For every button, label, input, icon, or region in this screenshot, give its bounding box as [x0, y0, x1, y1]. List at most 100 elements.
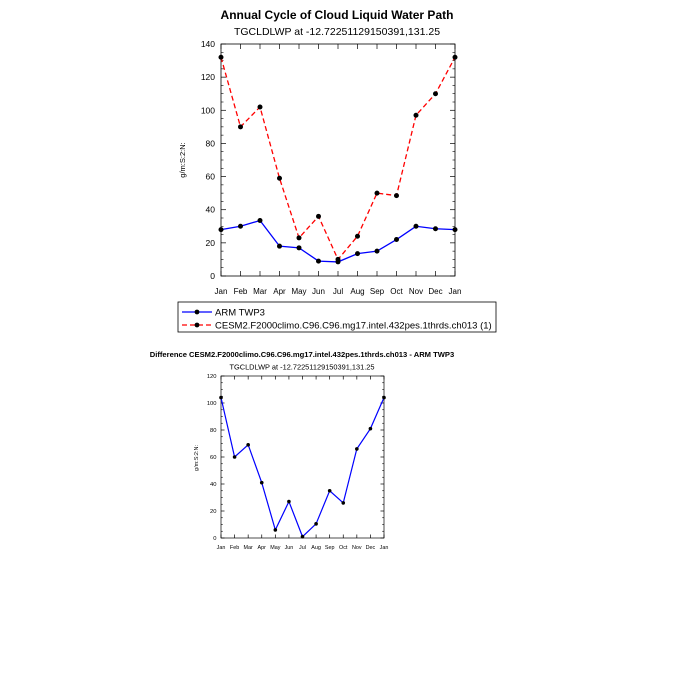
x-tick-label: Sep — [370, 287, 385, 296]
x-tick-label: Jan — [215, 287, 228, 296]
top-chart-series — [218, 54, 458, 265]
y-tick-label: 40 — [206, 205, 216, 215]
x-tick-label: Mar — [253, 287, 267, 296]
y-tick-label: 20 — [210, 509, 216, 515]
x-tick-label: Jan — [449, 287, 462, 296]
series-0-point — [296, 245, 302, 251]
series-1-point — [452, 54, 458, 60]
top-chart-subtitle: TGCLDLWP at -12.72251129150391,131.25 — [234, 26, 440, 38]
series-1-point — [433, 91, 438, 97]
series-1-point — [355, 233, 360, 239]
top-chart-title: Annual Cycle of Cloud Liquid Water Path — [221, 8, 454, 22]
x-tick-label: Jun — [312, 287, 325, 296]
bottom-chart-y-axis-label: g/m:S:2:N: — [194, 445, 200, 471]
series-line-0 — [220, 219, 456, 263]
series-1-point — [374, 190, 380, 196]
series-line-0 — [220, 397, 385, 538]
series-0-point — [382, 395, 386, 400]
legend: ARM TWP3 CESM2.F2000climo.C96.C96.mg17.i… — [177, 301, 497, 333]
series-0-point — [257, 217, 263, 223]
series-0-point — [413, 223, 419, 229]
top-chart-y-ticks: 0 20 40 60 80 100 120 140 — [201, 39, 455, 281]
x-tick-label: Jun — [285, 545, 294, 551]
x-tick-label: Dec — [366, 545, 376, 551]
series-0-point — [219, 395, 223, 400]
x-tick-label: May — [270, 545, 280, 551]
y-tick-label: 60 — [206, 172, 216, 182]
x-tick-label: Oct — [390, 287, 403, 296]
bottom-chart-y-ticks: 0 20 40 60 80 100 120 — [207, 374, 384, 542]
legend-model-marker — [194, 322, 200, 328]
y-tick-label: 0 — [213, 536, 216, 542]
series-0-point — [355, 251, 360, 257]
x-tick-label: Apr — [273, 287, 286, 296]
series-1-point — [335, 256, 341, 262]
y-tick-label: 140 — [201, 39, 215, 49]
y-tick-label: 100 — [201, 105, 215, 115]
x-tick-label: Jan — [217, 545, 226, 551]
y-tick-label: 20 — [206, 238, 216, 248]
bottom-chart-title: Difference CESM2.F2000climo.C96.C96.mg17… — [150, 350, 454, 359]
series-1-point — [257, 104, 263, 110]
series-0-point — [433, 226, 438, 232]
x-tick-label: Aug — [311, 545, 321, 551]
x-tick-label: Aug — [350, 287, 364, 296]
series-0-point — [273, 528, 278, 532]
bottom-chart-frame — [220, 375, 385, 539]
x-tick-label: Mar — [244, 545, 253, 551]
x-tick-label: Nov — [409, 287, 423, 296]
x-tick-label: Jul — [333, 287, 343, 296]
y-tick-label: 100 — [207, 401, 217, 407]
top-chart-y-axis-label: g/m:S:2:N: — [178, 142, 187, 177]
x-tick-label: Feb — [234, 287, 248, 296]
series-0-point — [232, 455, 237, 459]
y-tick-label: 120 — [207, 374, 217, 380]
x-tick-label: Dec — [428, 287, 442, 296]
legend-box — [177, 301, 497, 333]
legend-arm-marker — [194, 309, 200, 315]
series-1-point — [218, 54, 224, 60]
series-0-point — [277, 243, 282, 249]
x-tick-label: Oct — [339, 545, 348, 551]
series-0-point — [218, 227, 224, 233]
x-tick-label: Sep — [325, 545, 335, 551]
series-0-point — [327, 488, 332, 493]
x-tick-label: Jul — [299, 545, 306, 551]
bottom-chart-subtitle: TGCLDLWP at -12.72251129150391,131.25 — [229, 363, 374, 372]
series-1-point — [296, 235, 302, 241]
legend-model-label: CESM2.F2000climo.C96.C96.mg17.intel.432p… — [215, 321, 492, 332]
top-chart-frame — [220, 43, 456, 277]
top-chart-x-ticks: Jan Feb Mar Apr May Jun Jul Aug Sep Oct Nov Dec Jan — [215, 44, 462, 296]
bottom-chart: Difference CESM2.F2000climo.C96.C96.mg17… — [150, 350, 454, 551]
series-0-point — [368, 426, 373, 431]
top-chart: Annual Cycle of Cloud Liquid Water Path … — [178, 8, 461, 296]
y-tick-label: 80 — [210, 428, 216, 434]
bottom-chart-x-ticks: Jan Feb Mar Apr May Jun Jul Aug Sep Oct Nov Dec Jan — [217, 376, 388, 551]
series-1-point — [394, 193, 399, 199]
series-0-point — [238, 223, 243, 229]
x-tick-label: May — [291, 287, 306, 296]
series-0-point — [355, 447, 359, 451]
y-tick-label: 0 — [210, 271, 215, 281]
y-tick-label: 120 — [201, 72, 215, 82]
series-0-point — [314, 522, 318, 526]
series-0-point — [300, 534, 305, 539]
x-tick-label: Nov — [352, 545, 362, 551]
series-1-point — [413, 112, 419, 118]
series-1-point — [238, 124, 243, 130]
series-0-point — [394, 237, 399, 243]
x-tick-label: Apr — [258, 545, 267, 551]
series-line-1 — [220, 56, 456, 261]
series-0-point — [341, 501, 346, 505]
bottom-chart-series — [219, 395, 386, 539]
y-tick-label: 60 — [210, 455, 216, 461]
series-0-point — [287, 499, 291, 504]
series-0-point — [259, 480, 264, 485]
series-0-point — [246, 443, 250, 447]
series-1-point — [277, 175, 282, 181]
x-tick-label: Feb — [230, 545, 239, 551]
legend-arm-label: ARM TWP3 — [215, 308, 265, 319]
y-tick-label: 80 — [206, 138, 216, 148]
series-0-point — [452, 227, 458, 233]
